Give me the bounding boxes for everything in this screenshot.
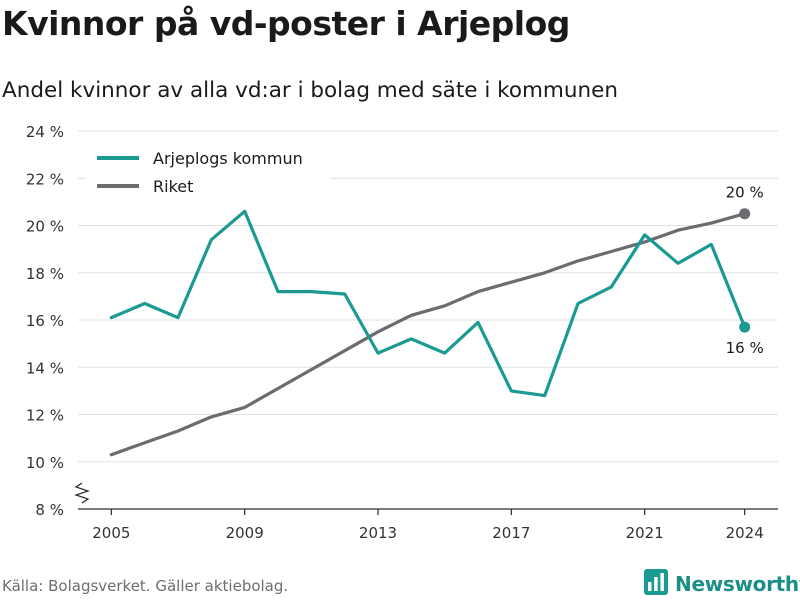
y-tick-label: 18 % (26, 265, 64, 283)
y-tick-label: 12 % (26, 407, 64, 425)
end-value-label: 20 % (726, 184, 764, 202)
brand-logo: Newsworthy (644, 568, 800, 600)
legend-background (86, 146, 330, 202)
x-tick-label: 2013 (359, 524, 397, 542)
y-tick-label: 16 % (26, 312, 64, 330)
y-tick-label: 20 % (26, 218, 64, 236)
grid-lines (78, 130, 778, 463)
legend: Arjeplogs kommun Riket (86, 146, 330, 202)
series-end-markers: 16 % 20 % (726, 184, 764, 357)
x-tick-label: 2021 (626, 524, 664, 542)
y-tick-label: 14 % (26, 359, 64, 377)
y-tick-label: 10 % (26, 454, 64, 472)
line-chart: 8 % 10 % 12 % 14 % 16 % 18 % 20 % 22 % 24 % 2005… (26, 123, 778, 542)
series-line-arjeplog (109, 209, 747, 398)
series-lines (109, 209, 747, 457)
brand-name: Newsworthy (675, 572, 800, 596)
chart-subtitle: Andel kvinnor av alla vd:ar i bolag med … (2, 78, 618, 103)
x-axis (74, 482, 778, 515)
x-tick-label: 2024 (726, 524, 764, 542)
y-tick-label: 8 % (35, 501, 64, 519)
end-point-marker (739, 321, 751, 333)
x-axis-tick-labels: 2005 2009 2013 2017 2021 2024 (92, 524, 764, 542)
y-tick-label: 24 % (26, 123, 64, 141)
source-note: Källa: Bolagsverket. Gäller aktiebolag. (2, 577, 289, 595)
legend-label: Riket (153, 177, 193, 196)
axis-break-icon (74, 482, 90, 504)
bar-chart-logo-icon (644, 569, 668, 599)
end-value-label: 16 % (726, 339, 764, 357)
legend-label: Arjeplogs kommun (153, 149, 303, 168)
x-tick-label: 2017 (492, 524, 530, 542)
end-point-marker (739, 208, 751, 220)
x-tick-label: 2009 (226, 524, 264, 542)
chart-title: Kvinnor på vd-poster i Arjeplog (2, 4, 570, 43)
y-tick-label: 22 % (26, 170, 64, 188)
x-tick-label: 2005 (92, 524, 130, 542)
y-axis-tick-labels: 8 % 10 % 12 % 14 % 16 % 18 % 20 % 22 % 24 % (26, 123, 64, 519)
